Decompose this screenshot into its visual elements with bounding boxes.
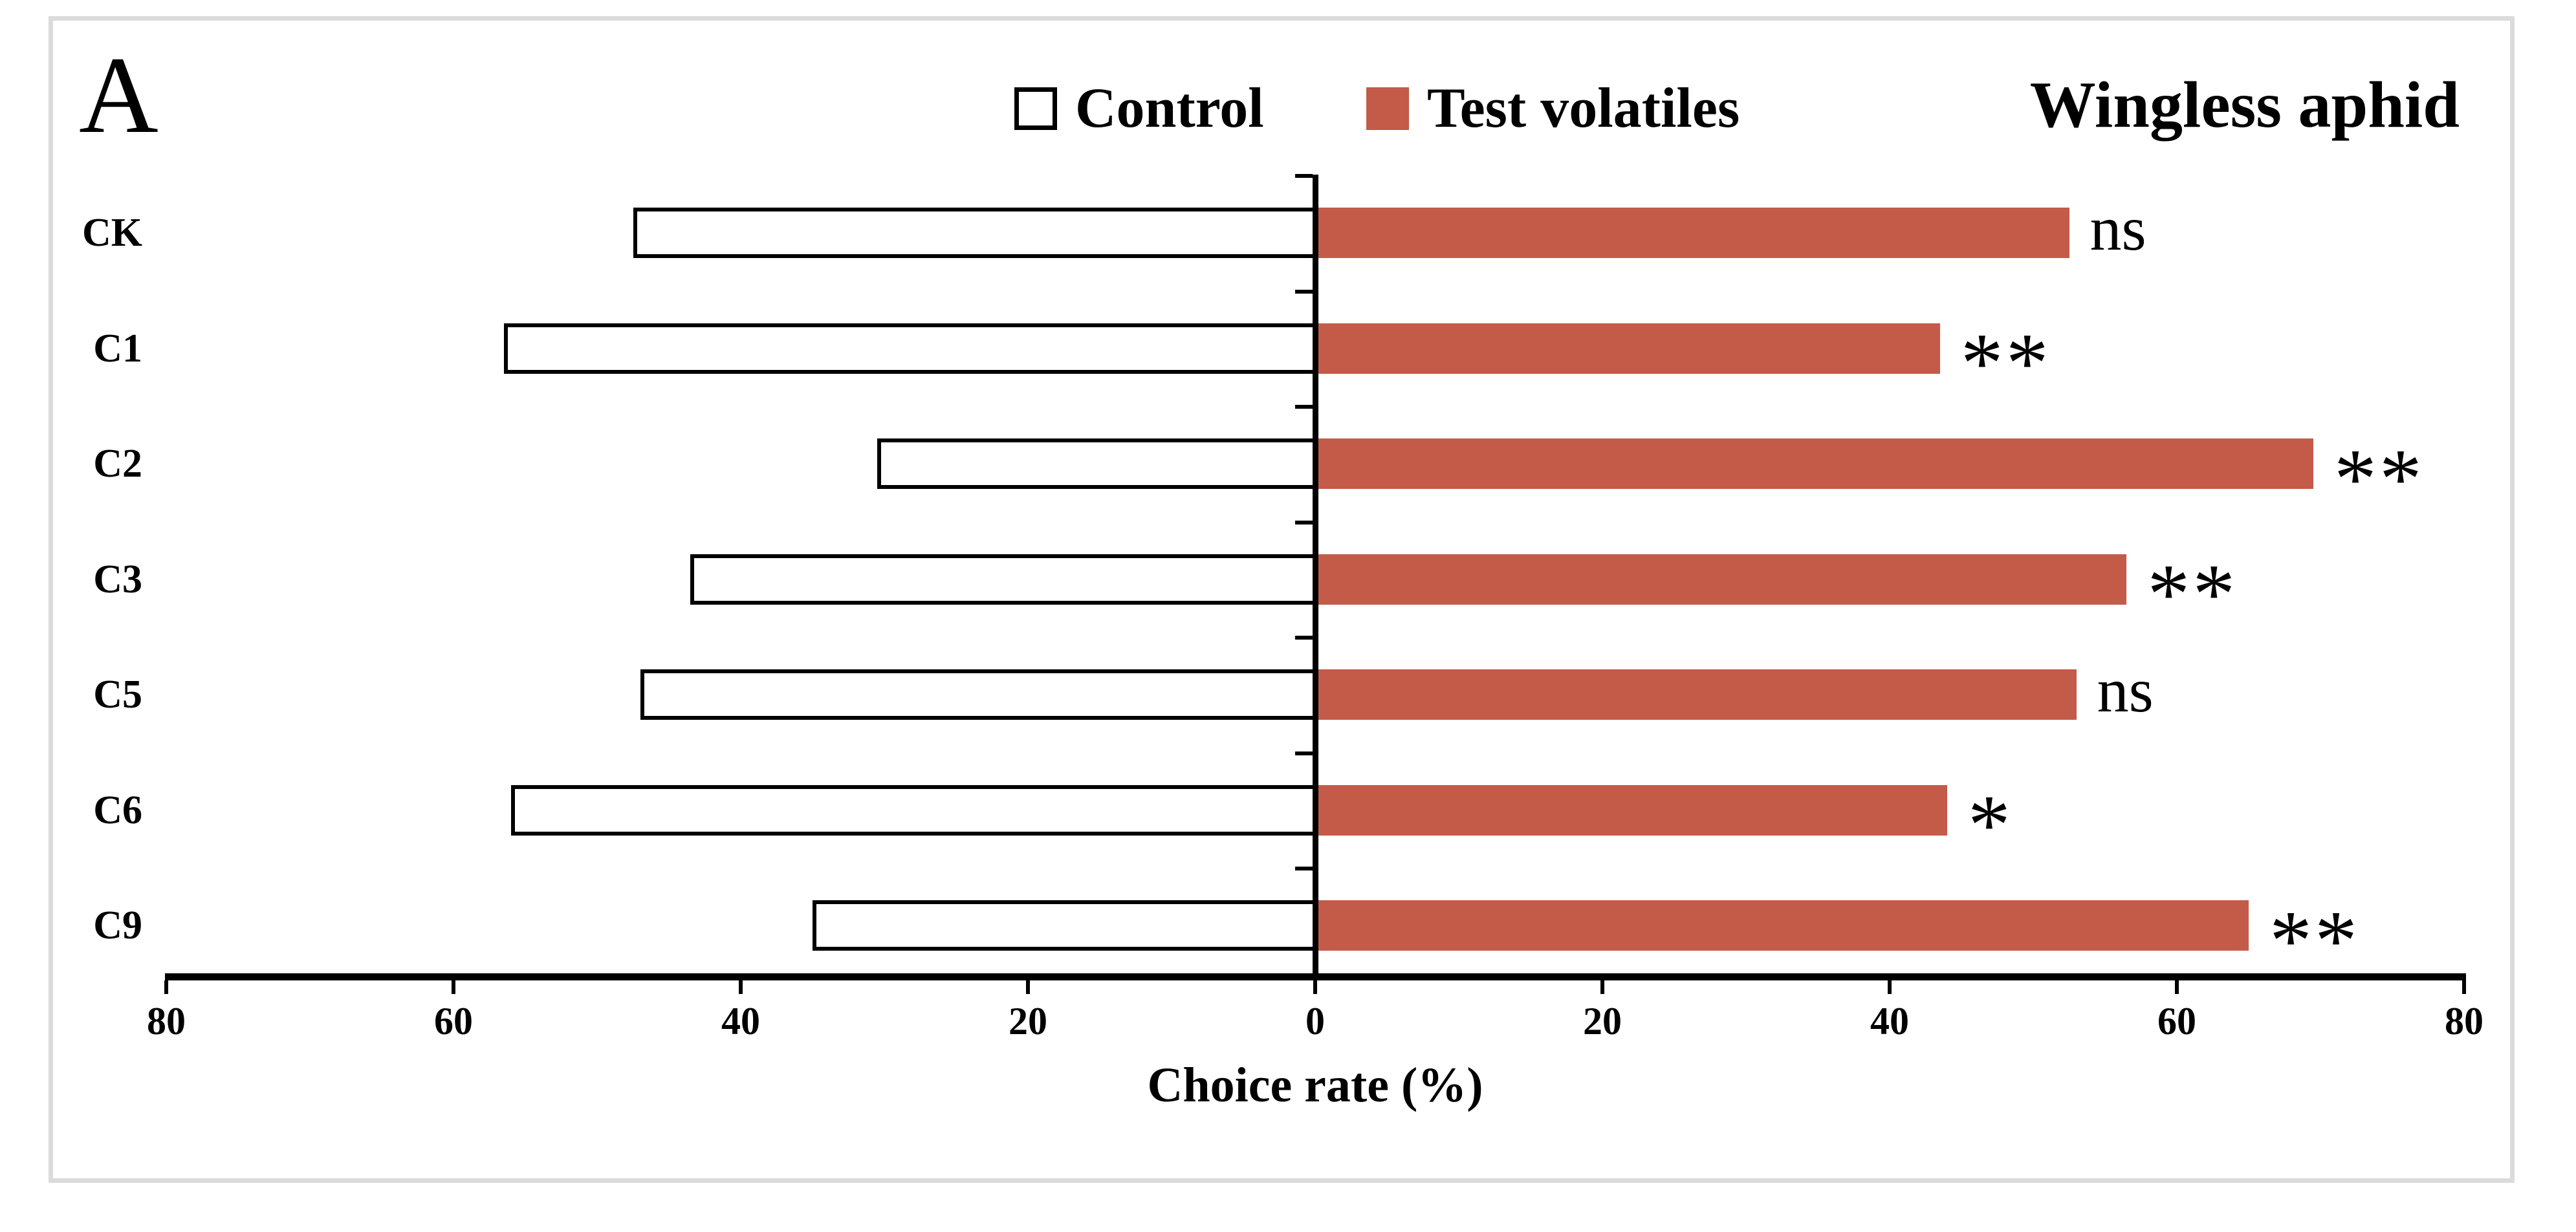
significance-marker: *: [1968, 777, 2013, 872]
test-swatch-icon: [1366, 87, 1409, 130]
test-volatiles-bar: [1315, 208, 2069, 258]
x-axis-tick: [2462, 980, 2466, 994]
control-swatch-icon: [1014, 87, 1057, 130]
ns-label: ns: [2097, 656, 2154, 726]
control-bar: [640, 669, 1318, 720]
legend-item-control: Control: [1014, 77, 1264, 140]
x-tick-label: 60: [434, 1000, 473, 1043]
category-label: C2: [93, 442, 142, 486]
category-tick: [1294, 636, 1313, 640]
test-volatiles-bar: [1315, 900, 2249, 951]
category-label: C6: [93, 788, 142, 832]
control-bar: [877, 438, 1318, 489]
asterisk-label: **: [2269, 892, 2360, 988]
category-tick: [1294, 520, 1313, 524]
test-volatiles-bar: [1315, 323, 1940, 374]
x-axis-tick: [1313, 980, 1317, 994]
x-tick-label: 80: [2445, 1000, 2483, 1043]
x-axis-tick: [1888, 980, 1892, 994]
significance-marker: **: [2334, 431, 2425, 526]
x-tick-label: 20: [1583, 1000, 1622, 1043]
zero-axis-line: [1312, 175, 1318, 980]
control-bar: [510, 784, 1318, 836]
x-axis-tick: [452, 980, 455, 994]
x-tick-label: 40: [721, 1000, 760, 1043]
x-tick-label: 40: [1870, 1000, 1909, 1043]
category-label: C9: [93, 903, 142, 947]
chart-title: Wingless aphid: [2029, 69, 2460, 142]
x-tick-label: 80: [147, 1000, 186, 1043]
category-tick: [1294, 867, 1313, 870]
test-volatiles-bar: [1315, 784, 1947, 836]
legend-label-test: Test volatiles: [1427, 77, 1740, 140]
control-bar: [633, 208, 1318, 258]
x-axis-tick: [2175, 980, 2179, 994]
control-bar: [813, 900, 1318, 951]
category-label: CK: [82, 211, 142, 255]
category-label: C1: [93, 326, 142, 371]
test-volatiles-bar: [1315, 669, 2077, 720]
x-axis-tick: [1600, 980, 1604, 994]
category-label: C5: [93, 673, 142, 717]
significance-marker: **: [2269, 892, 2360, 988]
asterisk-label: **: [2147, 546, 2238, 642]
panel-label: A: [79, 34, 158, 156]
x-tick-label: 60: [2157, 1000, 2196, 1043]
significance-marker: **: [2147, 546, 2238, 641]
asterisk-label: *: [1967, 777, 2013, 872]
control-bar: [503, 323, 1318, 374]
significance-marker: ns: [2090, 194, 2146, 264]
x-axis-title: Choice rate (%): [1147, 1058, 1483, 1112]
control-bar: [690, 554, 1318, 605]
x-axis-line: [165, 973, 2466, 980]
legend-item-test: Test volatiles: [1366, 77, 1740, 140]
test-volatiles-bar: [1315, 554, 2127, 605]
asterisk-label: **: [1960, 315, 2051, 411]
asterisk-label: **: [2333, 430, 2425, 526]
category-tick: [1294, 751, 1313, 755]
x-tick-label: 0: [1305, 1000, 1325, 1043]
category-tick: [1294, 289, 1313, 294]
significance-marker: ns: [2097, 656, 2154, 726]
x-axis-tick: [164, 980, 168, 994]
significance-marker: **: [1961, 315, 2051, 410]
category-label: C3: [93, 557, 142, 601]
x-tick-label: 20: [1009, 1000, 1047, 1043]
category-tick: [1294, 174, 1313, 178]
x-axis-tick: [739, 980, 743, 994]
category-tick: [1294, 405, 1313, 409]
legend-label-control: Control: [1075, 77, 1264, 140]
ns-label: ns: [2090, 194, 2146, 265]
test-volatiles-bar: [1315, 438, 2313, 489]
x-axis-tick: [1026, 980, 1030, 994]
